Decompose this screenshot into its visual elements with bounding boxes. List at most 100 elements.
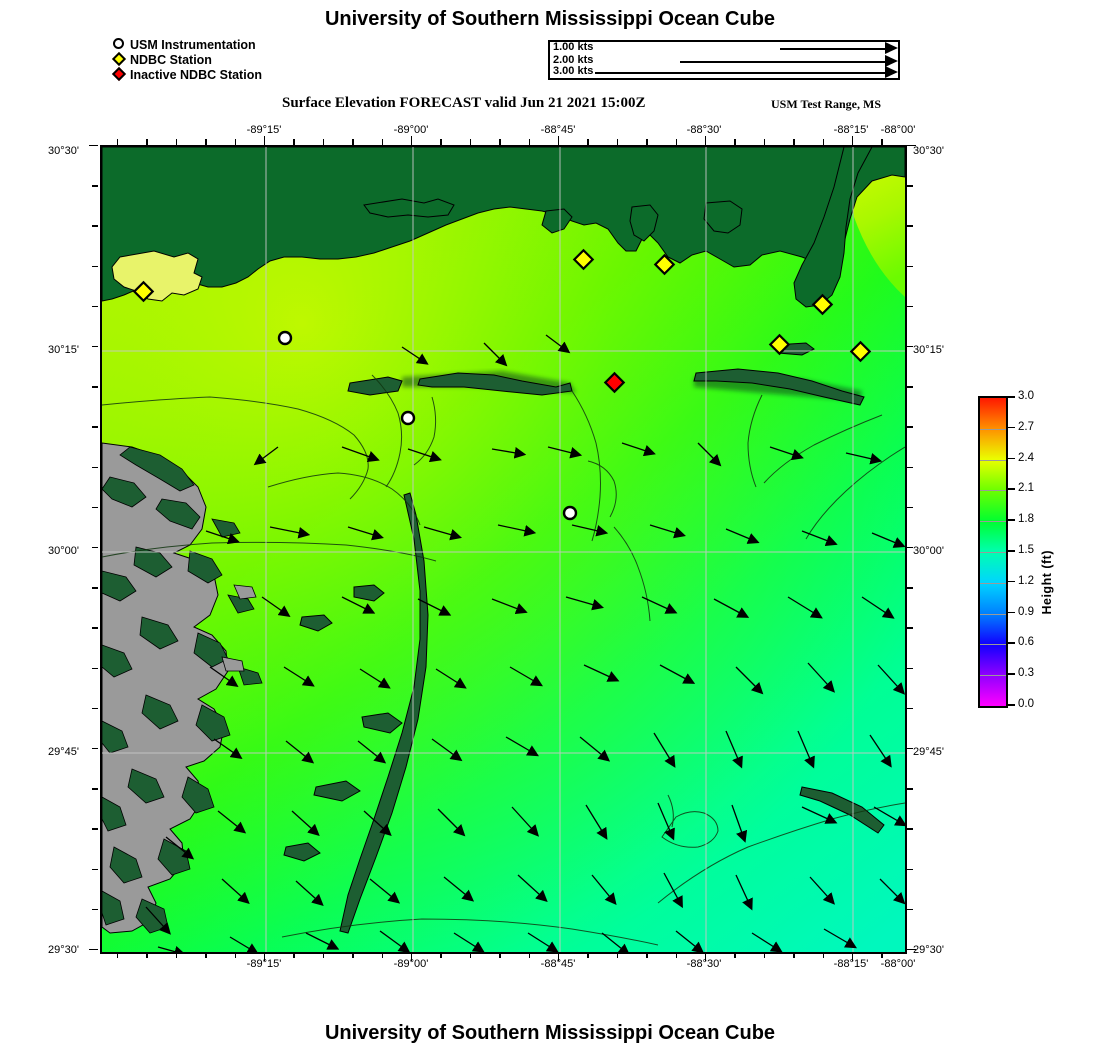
map-plot-area[interactable] — [100, 145, 907, 954]
y-tick-left — [92, 506, 98, 509]
colorbar-title: Height (ft) — [1040, 550, 1054, 615]
x-tick-label-bottom-5: -88°00' — [880, 958, 916, 970]
colorbar-tick-label-0: 0.0 — [1018, 698, 1034, 710]
colorbar-gridline-3 — [980, 613, 1006, 615]
ndbc-station-marker[interactable] — [811, 293, 834, 316]
x-tick-top — [646, 139, 648, 145]
y-tick-left — [92, 667, 98, 669]
x-tick-bottom — [264, 952, 266, 961]
ndbc-station-marker[interactable] — [849, 340, 872, 363]
colorbar-tick-label-2: 0.6 — [1018, 636, 1034, 649]
colorbar-tick-label-5: 1.5 — [1018, 544, 1034, 556]
bathymetry-contours — [102, 374, 905, 946]
ndbc-station-marker[interactable] — [572, 248, 595, 271]
usm-instrumentation-marker[interactable] — [562, 505, 578, 521]
ndbc-station-marker[interactable] — [768, 333, 791, 356]
x-tick-top — [117, 139, 119, 145]
x-tick-bottom — [146, 952, 148, 958]
y-tick-right — [907, 667, 913, 669]
y-tick-left — [92, 265, 98, 267]
x-tick-top — [822, 139, 824, 145]
inactive-ndbc-station-icon — [111, 66, 127, 82]
x-tick-top — [411, 136, 413, 145]
colorbar-gridline-1 — [980, 675, 1006, 677]
graticule-grid — [102, 147, 905, 952]
y-tick-left — [92, 346, 98, 348]
colorbar-tick-9 — [1008, 426, 1015, 429]
velocity-scale-label-2: 2.00 kts — [553, 54, 594, 66]
legend-item-ndbc-inactive: Inactive NDBC Station — [111, 66, 412, 82]
velocity-scale-box: 1.00 kts 2.00 kts 3.00 kts — [548, 40, 900, 80]
y-tick-left — [89, 949, 98, 951]
x-tick-label-top-1: -89°00' — [393, 124, 429, 136]
legend-item-usm: USM Instrumentation — [112, 37, 412, 52]
colorbar-gridline-4 — [980, 582, 1006, 584]
y-tick-right — [907, 185, 913, 187]
y-tick-label-left-0: 30°30' — [48, 145, 79, 157]
land-deer-island — [363, 198, 455, 218]
colorbar-gridline-7 — [980, 490, 1006, 492]
x-tick-top — [881, 139, 883, 145]
x-tick-label-bottom-4: -88°15' — [833, 958, 869, 970]
site-id-label: USM Test Range, MS — [771, 97, 882, 111]
x-tick-top — [499, 139, 501, 145]
y-tick-left — [92, 386, 98, 388]
y-tick-left — [92, 748, 98, 750]
y-tick-right — [907, 506, 913, 509]
x-tick-top — [146, 139, 148, 145]
x-tick-bottom — [205, 952, 207, 958]
colorbar — [978, 396, 1008, 708]
y-tick-label-right-4: 29°30' — [913, 944, 944, 956]
x-tick-top — [528, 139, 530, 145]
x-tick-bottom — [793, 952, 795, 958]
inactive-ndbc-station-marker[interactable] — [603, 371, 626, 394]
y-tick-label-left-2: 30°00' — [48, 545, 79, 557]
y-tick-left — [92, 466, 98, 468]
station-markers-group[interactable] — [132, 248, 872, 521]
y-tick-left — [92, 185, 98, 187]
y-tick-right — [907, 868, 913, 870]
colorbar-tick-7 — [1008, 488, 1015, 490]
legend-label-ndbc-inactive: Inactive NDBC Station — [130, 67, 262, 82]
x-tick-top — [469, 139, 472, 145]
y-tick-left — [92, 225, 98, 227]
x-tick-bottom — [499, 952, 501, 958]
y-tick-right — [907, 346, 913, 348]
land-bay-inlet-b — [629, 204, 659, 242]
x-tick-label-bottom-1: -89°00' — [393, 958, 429, 970]
island-shoal-se — [799, 786, 885, 834]
y-tick-label-left-3: 29°45' — [48, 746, 79, 758]
x-tick-bottom — [352, 952, 354, 958]
colorbar-tick-3 — [1008, 611, 1015, 614]
map-svg — [102, 147, 905, 952]
velocity-scale-row-1: 1.00 kts — [550, 41, 898, 55]
y-tick-right — [907, 426, 913, 428]
y-tick-left — [92, 868, 98, 870]
island-horn — [693, 368, 865, 406]
y-tick-left — [89, 145, 98, 147]
x-tick-bottom — [852, 952, 854, 961]
ndbc-station-marker[interactable] — [653, 253, 676, 276]
y-tick-left — [92, 587, 98, 589]
y-tick-right — [907, 908, 913, 911]
colorbar-tick-label-4: 1.2 — [1018, 574, 1034, 587]
y-tick-right — [907, 547, 913, 549]
x-tick-bottom — [234, 952, 236, 958]
x-tick-top — [616, 139, 619, 145]
usm-instrumentation-marker[interactable] — [400, 410, 416, 426]
legend-item-ndbc: NDBC Station — [111, 51, 412, 67]
legend-label-usm: USM Instrumentation — [130, 37, 256, 52]
page-title-bottom: University of Southern Mississippi Ocean… — [324, 1022, 776, 1044]
y-tick-left — [92, 627, 98, 629]
x-tick-top — [852, 136, 854, 145]
usm-instrumentation-marker[interactable] — [277, 330, 293, 346]
current-vector-arrows — [145, 334, 905, 952]
y-tick-left — [92, 707, 98, 710]
ndbc-station-marker[interactable] — [132, 280, 155, 303]
map-canvas[interactable] — [102, 147, 905, 952]
x-tick-bottom — [440, 952, 442, 958]
y-tick-label-right-1: 30°15' — [913, 344, 944, 356]
y-tick-label-right-3: 29°45' — [913, 746, 944, 758]
y-tick-left — [92, 547, 98, 549]
colorbar-gridline-2 — [980, 644, 1006, 646]
